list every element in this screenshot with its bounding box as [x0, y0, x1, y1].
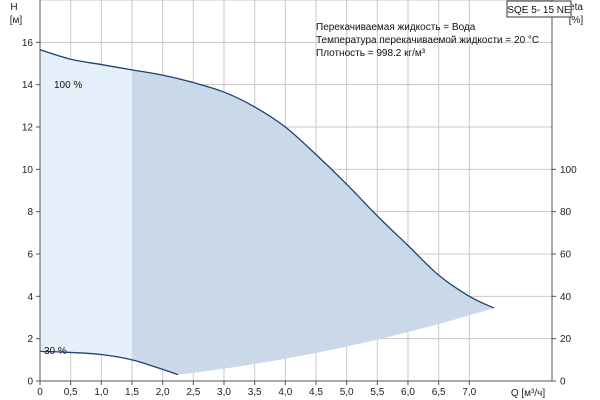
y-right-tick-label: 60	[560, 250, 572, 261]
model-label: SQE 5- 15 NE	[507, 5, 571, 16]
speed-label-30: 30 %	[44, 346, 67, 357]
x-tick-label: 1,0	[94, 387, 108, 398]
y-left-tick-label: 0	[27, 377, 33, 388]
curve-100-percent	[39, 49, 495, 309]
light-operating-region	[40, 49, 132, 360]
y-right-tick-label: 20	[560, 334, 572, 345]
y-right-tick-label: 100	[560, 165, 577, 176]
y-right-tick-label: 80	[560, 207, 572, 218]
x-tick-label: 3,0	[217, 387, 231, 398]
curve-30-percent	[39, 350, 179, 376]
x-tick-label: 0,5	[64, 387, 78, 398]
y-left-tick-label: 2	[27, 334, 33, 345]
operating-area	[40, 49, 494, 375]
info-line-fluid: Перекачиваемая жидкость = Вода	[316, 22, 476, 33]
y-right-axis-title-line2: [%]	[569, 15, 584, 26]
curves	[39, 49, 495, 376]
y-left-axis-title-line1: H	[10, 2, 17, 13]
y-left-tick-label: 16	[22, 38, 34, 49]
y-right-axis-title-line1: eta	[569, 2, 583, 13]
x-axis-title: Q [м³/ч]	[511, 388, 546, 399]
x-tick-label: 2,5	[186, 387, 200, 398]
y-left-tick-label: 8	[27, 207, 33, 218]
x-tick-label: 7,0	[462, 387, 476, 398]
dark-operating-region	[132, 69, 494, 375]
model-box	[506, 0, 572, 18]
info-line-temperature: Температура перекачиваемой жидкости = 20…	[316, 35, 539, 46]
x-tick-label: 4,0	[278, 387, 292, 398]
y-right-tick-label: 40	[560, 292, 572, 303]
y-left-axis-title-line2: [м]	[10, 15, 23, 26]
x-tick-label: 4,5	[309, 387, 323, 398]
x-tick-label: 6,5	[432, 387, 446, 398]
y-left-tick-label: 14	[22, 80, 34, 91]
y-right-tick-label: 0	[560, 377, 566, 388]
y-left-tick-label: 10	[22, 165, 34, 176]
x-tick-label: 2,0	[156, 387, 170, 398]
x-tick-label: 5,0	[340, 387, 354, 398]
y-left-tick-label: 6	[27, 250, 33, 261]
tick-labels: 0 2 4 6 8 10 12 14 16 0 20 40 60 80 100 0 0,5 1,0 1,5 2,0 2,…	[22, 38, 577, 398]
x-tick-label: 3,5	[248, 387, 262, 398]
speed-label-100: 100 %	[54, 80, 82, 91]
y-left-tick-label: 12	[22, 123, 34, 134]
x-tick-label: 1,5	[125, 387, 139, 398]
info-line-density: Плотность = 998.2 кг/м³	[316, 48, 426, 59]
x-tick-label: 5,5	[370, 387, 384, 398]
y-left-tick-label: 4	[27, 292, 33, 303]
x-tick-label: 6,0	[401, 387, 415, 398]
x-tick-label: 0	[37, 387, 43, 398]
axes	[39, 0, 553, 382]
